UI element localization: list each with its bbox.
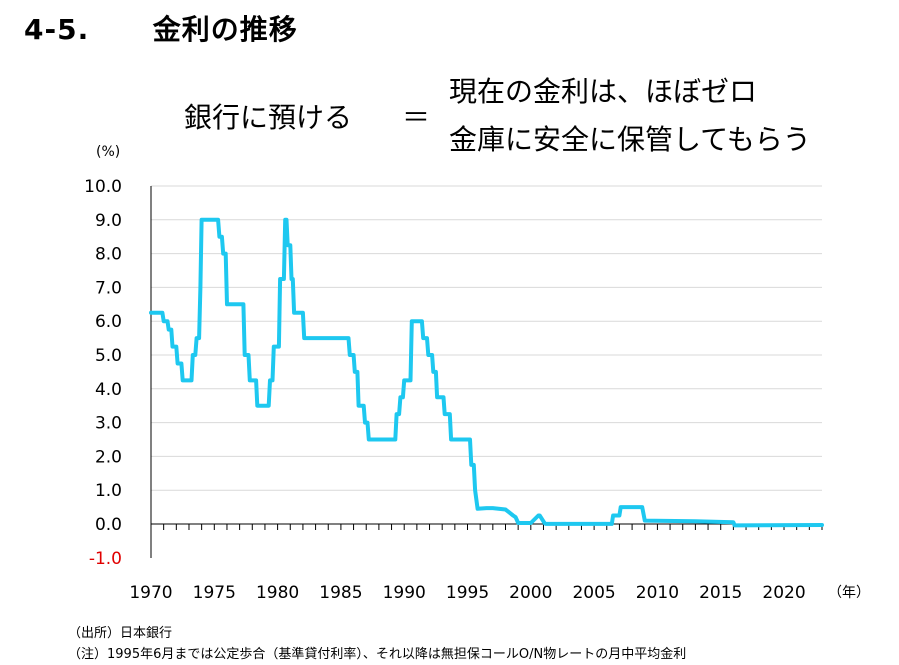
section-title-text: 金利の推移 [152,13,298,46]
series [149,217,824,528]
x-tick-label: 2020 [762,583,805,603]
x-tick-label: 2015 [699,583,742,603]
footnote: （注）1995年6月までは公定歩合（基準貸付利率）、それ以降は無担保コールO/N… [68,647,687,662]
message-right-line2: 金庫に安全に保管してもらう [449,123,811,156]
x-tick-label: 1975 [193,583,236,603]
x-tick-label: 1995 [446,583,489,603]
message-left: 銀行に預ける [184,101,353,134]
tick-labels: 10.0 9.0 8.0 7.0 6.0 5.0 4.0 3.0 2.0 1.0 0.0 -1.0 19… [84,177,806,603]
source-note: （出所）日本銀行 [68,626,173,641]
x-tick-label: 1980 [256,583,299,603]
x-tick-label: 2000 [509,583,552,603]
x-tick-label: 1970 [129,583,172,603]
y-tick-label: 9.0 [95,211,122,231]
y-tick-label: 7.0 [95,278,122,298]
x-tick-label: 2005 [572,583,615,603]
gridlines [151,185,822,491]
y-tick-label: 0.0 [95,515,122,535]
message-right: 現在の金利は、ほぼゼロ 金庫に安全に保管してもらう [449,68,811,164]
x-tick-label: 2010 [636,583,679,603]
y-tick-label: 10.0 [84,177,122,197]
y-tick-label: 6.0 [95,312,122,332]
x-axis-label: （年） [828,585,870,601]
y-tick-label: -1.0 [89,549,122,569]
y-tick-label: 2.0 [95,447,122,467]
y-tick-label: 3.0 [95,414,122,434]
section-number: 4-5. [24,13,90,46]
axes [150,186,823,558]
y-tick-label: 5.0 [95,346,122,366]
message-equals: ＝ [402,101,431,134]
x-tick-label: 1985 [319,583,362,603]
page-title: 4-5. 金利の推移 [24,8,298,48]
series-line [149,217,824,528]
y-axis-label: (%) [96,144,120,160]
y-tick-label: 8.0 [95,245,122,265]
message-right-line1: 現在の金利は、ほぼゼロ [449,75,758,108]
y-tick-label: 1.0 [95,481,122,501]
y-tick-label: 4.0 [95,380,122,400]
x-tick-label: 1990 [383,583,426,603]
